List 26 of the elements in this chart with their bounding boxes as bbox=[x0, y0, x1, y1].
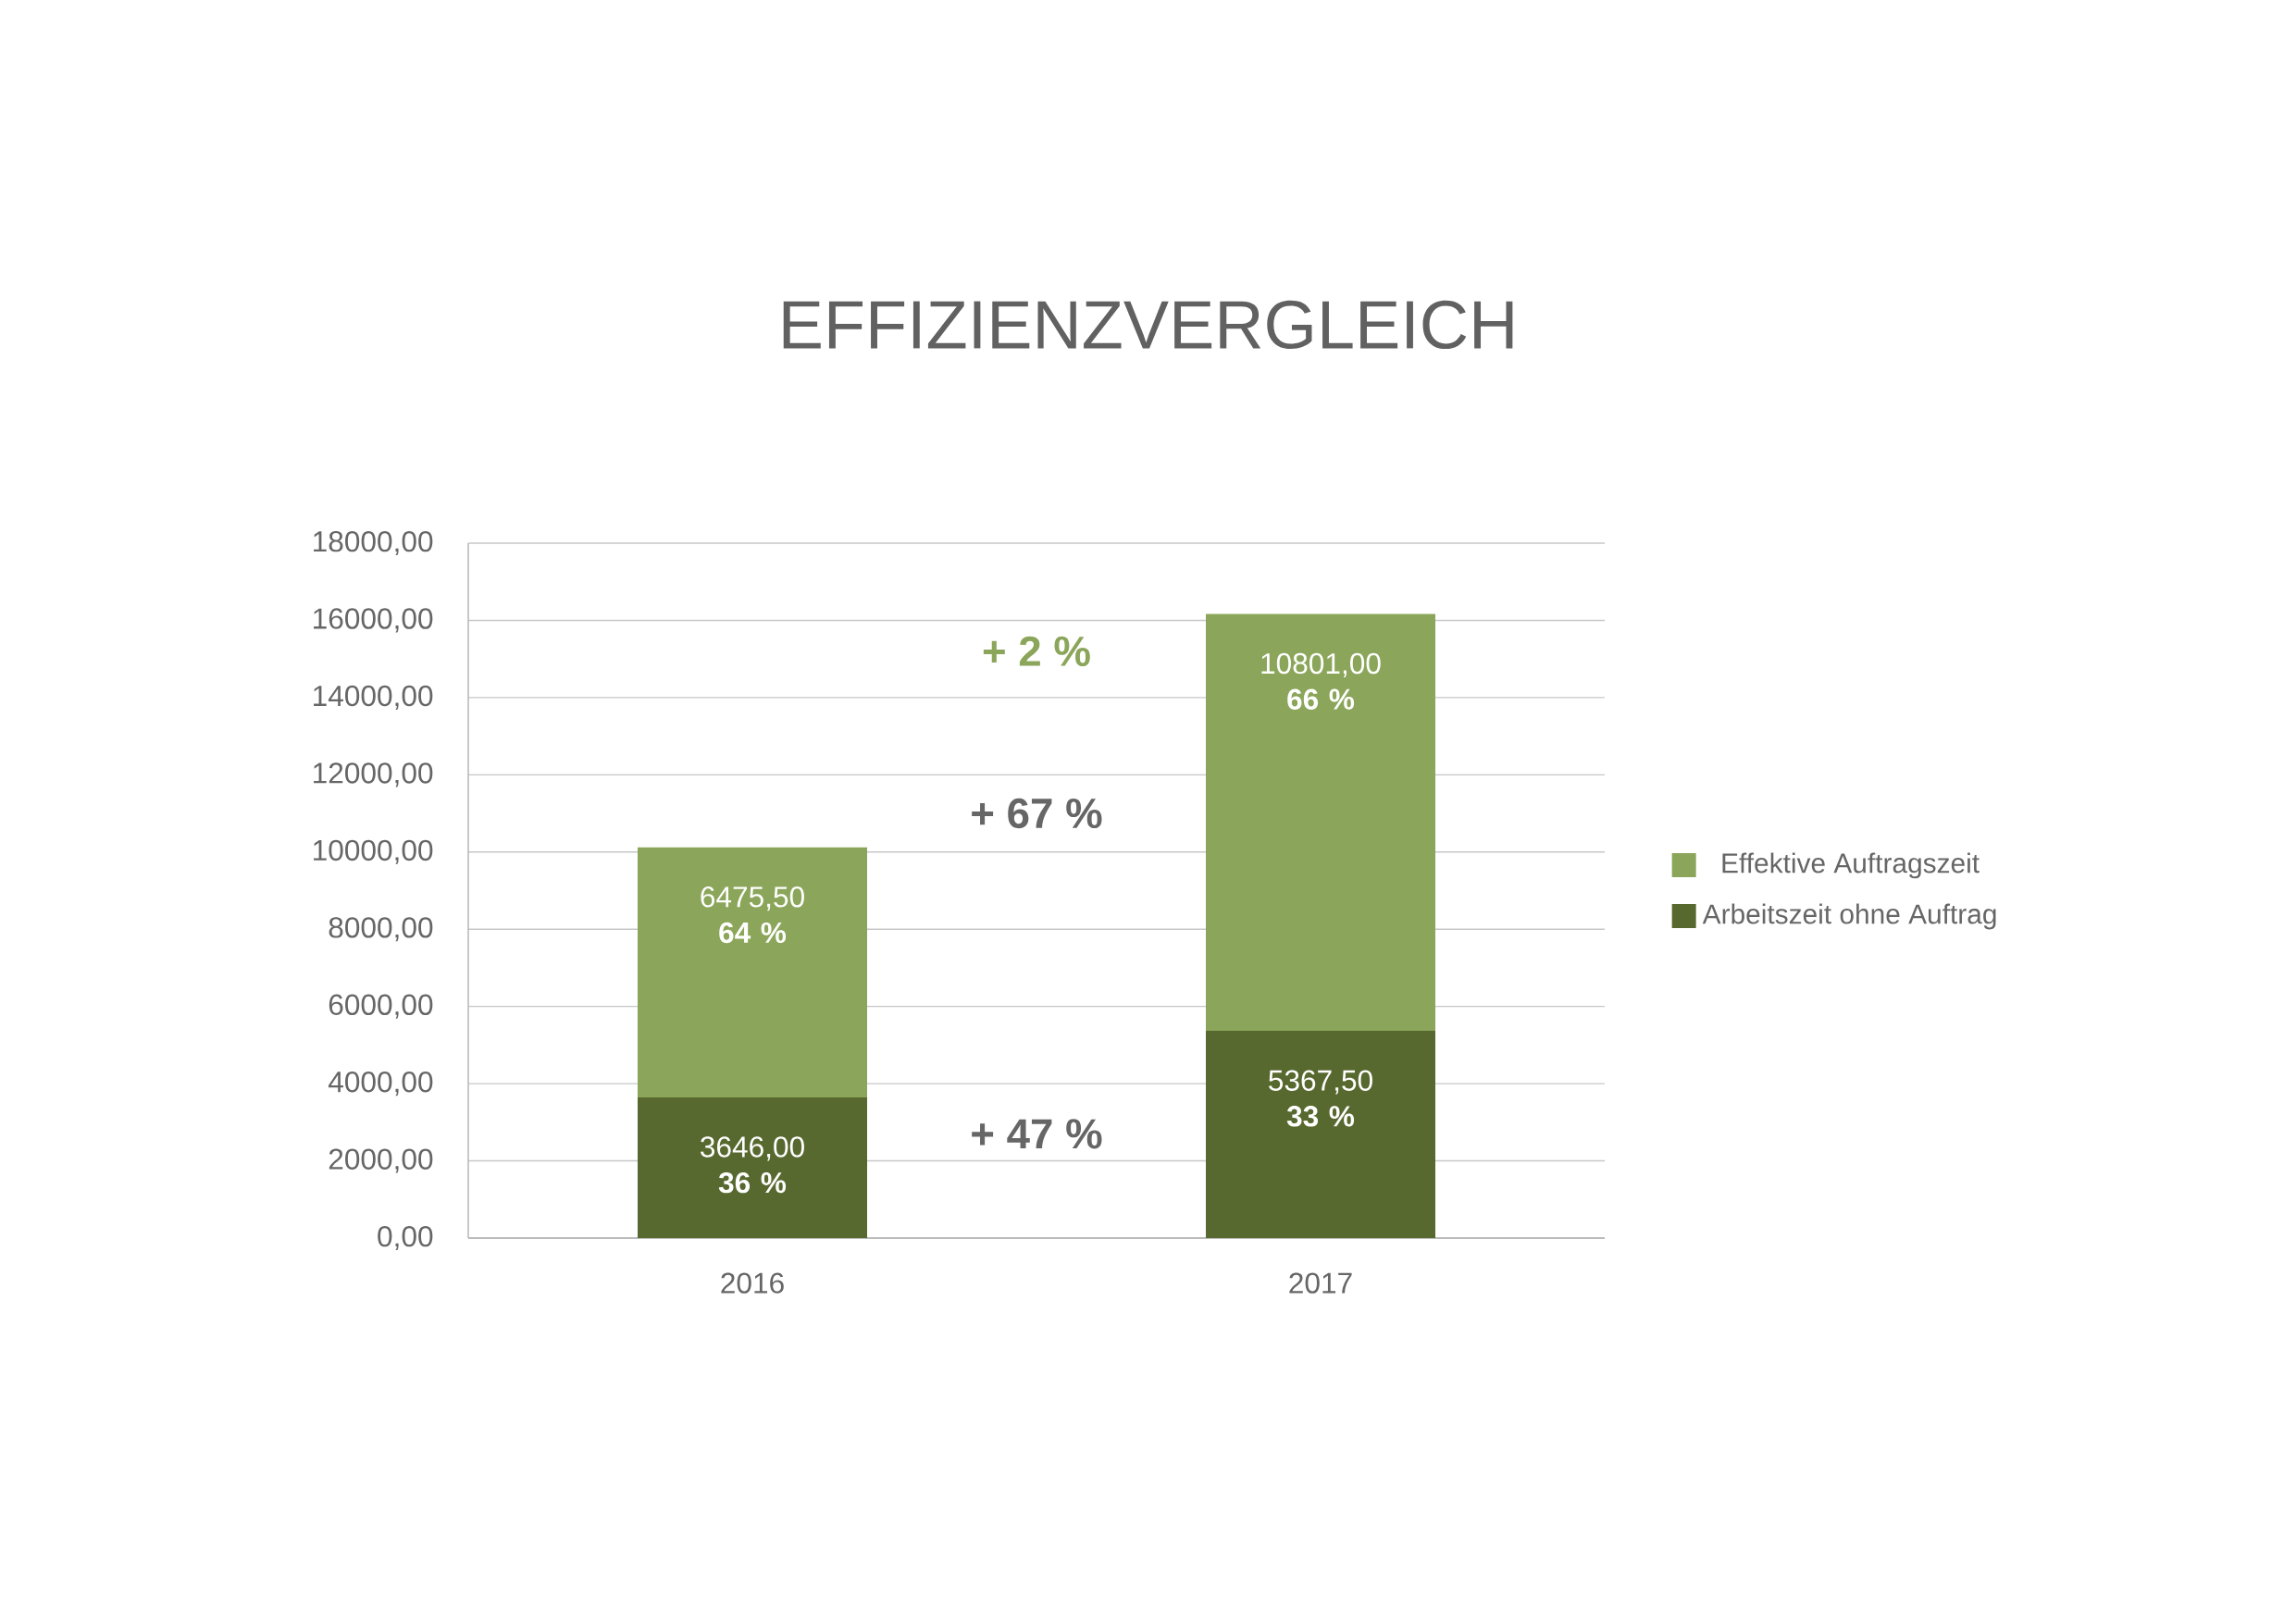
y-tick-label: 8000,00 bbox=[329, 917, 433, 942]
data-label: 10801,00 66 % bbox=[1261, 652, 1381, 710]
data-label: 3646,00 36 % bbox=[701, 1136, 804, 1194]
y-tick-label: 18000,00 bbox=[314, 530, 433, 556]
bar bbox=[1206, 1031, 1435, 1238]
bar bbox=[638, 847, 867, 1097]
y-tick-label: 14000,00 bbox=[314, 685, 433, 710]
x-tick-label: 2017 bbox=[1289, 1272, 1352, 1294]
bar bbox=[1206, 613, 1435, 1032]
annotation: + 47 % bbox=[972, 1119, 1102, 1149]
annotation: + 67 % bbox=[972, 798, 1102, 829]
y-tick-label: 4000,00 bbox=[328, 1072, 433, 1096]
annotation: + 2 % bbox=[983, 636, 1090, 666]
legend-label: Arbeitszeit ohne Auftrag bbox=[1702, 903, 1996, 930]
y-tick-label: 10000,00 bbox=[314, 839, 433, 864]
chart-title: EFFIZIENZVERGLEICH bbox=[783, 300, 1513, 350]
data-label: 5367,50 33 % bbox=[1269, 1070, 1372, 1127]
bar bbox=[638, 1096, 867, 1238]
y-tick-label: 2000,00 bbox=[329, 1148, 433, 1173]
y-tick-label: 16000,00 bbox=[314, 608, 433, 633]
y-tick-label: 12000,00 bbox=[314, 762, 433, 787]
data-label: 6475,50 64 % bbox=[701, 886, 804, 944]
y-tick-label: 6000,00 bbox=[329, 994, 433, 1019]
y-tick-label: 0,00 bbox=[378, 1225, 433, 1251]
legend-label: Effektive Auftragszeit bbox=[1722, 852, 1980, 879]
x-tick-label: 2016 bbox=[721, 1272, 784, 1294]
